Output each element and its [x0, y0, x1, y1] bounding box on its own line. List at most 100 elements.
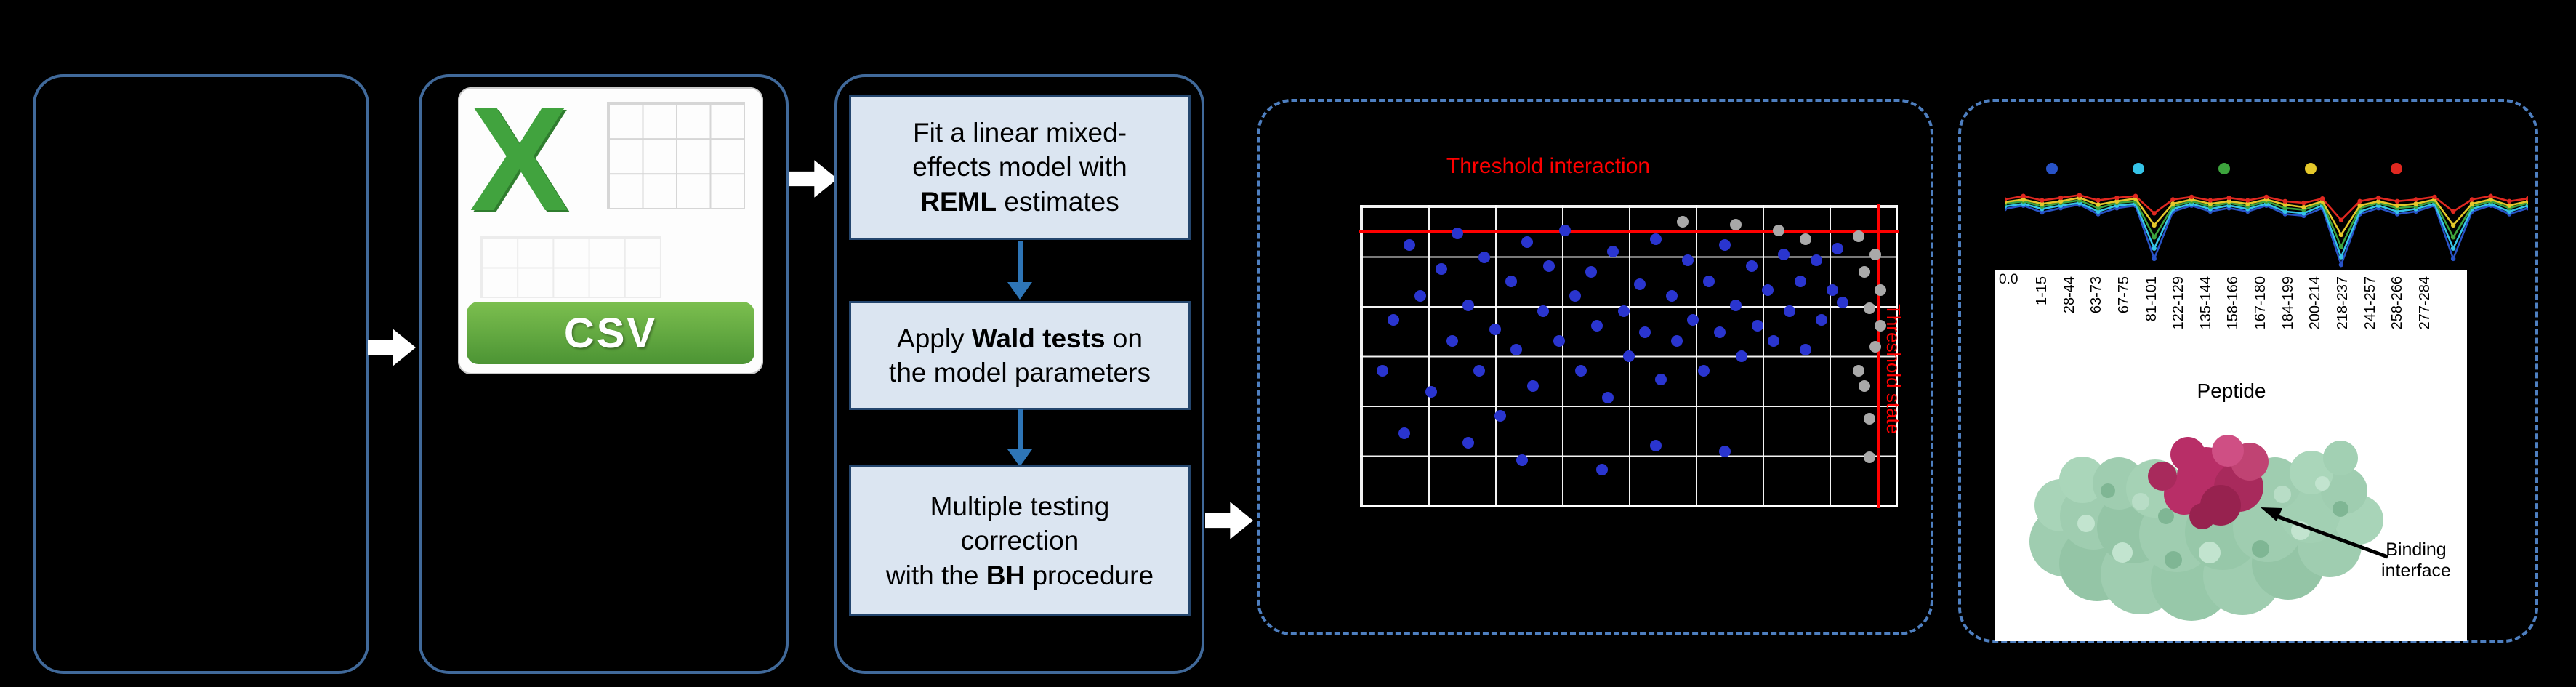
- peptide-tick-label: 135-144: [2197, 276, 2214, 330]
- data-point-blue: [1665, 290, 1678, 302]
- data-point-blue: [1596, 463, 1609, 475]
- data-point-blue: [1762, 284, 1774, 297]
- csv-banner: CSV: [467, 302, 754, 364]
- peptide-tick-label: 241-257: [2362, 276, 2378, 330]
- timepoint-dot-icon: [2218, 163, 2230, 174]
- flow-text-line: with the BH procedure: [885, 560, 1154, 590]
- flow-text-line: REML estimates: [920, 186, 1119, 217]
- uptake-line-cyan: [2005, 201, 2528, 260]
- data-point-blue: [1404, 239, 1416, 252]
- data-point-blue: [1837, 296, 1849, 308]
- arrow-stem: [1017, 409, 1023, 449]
- data-point-blue: [1826, 284, 1838, 297]
- data-point-blue: [1671, 334, 1683, 347]
- data-point-blue: [1425, 385, 1437, 398]
- excel-x-icon: X: [470, 76, 569, 242]
- data-point-blue: [1639, 326, 1651, 338]
- data-point-blue: [1585, 266, 1598, 278]
- data-point-blue: [1436, 263, 1448, 276]
- data-point-gray: [1853, 365, 1865, 377]
- data-point-blue: [1516, 454, 1528, 467]
- peptide-axis-title: Peptide: [2197, 379, 2266, 402]
- data-point-blue: [1778, 248, 1790, 260]
- peptide-tick-label: 1-15: [2034, 276, 2050, 306]
- data-point-blue: [1617, 305, 1630, 317]
- data-point-blue: [1703, 275, 1715, 287]
- timepoint-legend: [2046, 163, 2402, 174]
- uptake-line-red: [2005, 194, 2528, 222]
- binding-arrow-icon: [2261, 507, 2388, 559]
- timepoint-dot-icon: [2132, 163, 2144, 174]
- data-point-blue: [1698, 365, 1710, 377]
- peptide-axis: 1-15 28-44 63-73 67-75 81-101 122-129 135-144 1…: [2032, 276, 2435, 374]
- scatter-side-label: Threshold state: [1883, 304, 1904, 435]
- flow-arrow-icon: [1205, 502, 1253, 539]
- data-point-blue: [1388, 314, 1400, 326]
- data-point-blue: [1783, 305, 1795, 317]
- arrow-head: [1007, 449, 1032, 467]
- data-point-gray: [1858, 379, 1870, 392]
- data-point-blue: [1510, 344, 1523, 356]
- data-point-blue: [1623, 350, 1635, 362]
- model-step-wald: Apply Wald tests on the model parameters: [849, 301, 1191, 410]
- data-point-gray: [1853, 230, 1865, 243]
- data-point-blue: [1473, 365, 1485, 377]
- peptide-tick-label: 277-284: [2416, 276, 2433, 330]
- data-point-blue: [1569, 290, 1582, 302]
- data-point-blue: [1681, 254, 1694, 266]
- data-point-gray: [1676, 215, 1689, 228]
- down-arrow-icon: [1003, 409, 1037, 467]
- data-point-gray: [1864, 412, 1876, 425]
- timepoint-dot-icon: [2046, 163, 2058, 174]
- input-panel: [33, 74, 369, 674]
- data-point-blue: [1687, 314, 1699, 326]
- down-arrow-icon: [1003, 241, 1037, 300]
- flow-text-line: effects model with: [912, 152, 1127, 182]
- data-point-blue: [1714, 326, 1726, 338]
- data-point-blue: [1489, 323, 1501, 335]
- data-point-blue: [1746, 260, 1758, 273]
- data-point-blue: [1767, 334, 1779, 347]
- data-point-blue: [1526, 379, 1539, 392]
- protein-structure: [2029, 435, 2388, 621]
- data-point-blue: [1815, 314, 1827, 326]
- data-point-blue: [1521, 236, 1534, 249]
- binding-site-magenta: [2148, 435, 2269, 529]
- spreadsheet-grid-faint-icon: [480, 236, 661, 298]
- peptide-tick-label: 200-214: [2307, 276, 2324, 330]
- data-point-blue: [1377, 365, 1389, 377]
- flow-arrow-icon: [789, 160, 837, 198]
- data-point-blue: [1452, 227, 1464, 239]
- data-point-blue: [1649, 439, 1662, 451]
- flow-text-line: Fit a linear mixed-: [912, 117, 1127, 148]
- flow-text-line: Apply Wald tests on: [897, 323, 1143, 353]
- data-point-blue: [1558, 224, 1571, 236]
- data-point-gray: [1869, 341, 1881, 353]
- data-point-blue: [1537, 305, 1550, 317]
- flow-text-line: correction: [960, 526, 1079, 556]
- csv-file-icon: X CSV: [458, 77, 763, 374]
- data-point-blue: [1649, 233, 1662, 246]
- data-point-gray: [1864, 302, 1876, 314]
- data-point-gray: [1858, 266, 1870, 278]
- data-point-blue: [1810, 254, 1822, 266]
- data-point-blue: [1719, 446, 1731, 458]
- data-point-blue: [1730, 299, 1742, 311]
- data-point-blue: [1542, 260, 1555, 273]
- data-point-gray: [1874, 320, 1886, 332]
- flow-text-line: Multiple testing: [930, 491, 1110, 521]
- data-point-blue: [1446, 334, 1459, 347]
- uptake-chart: [2005, 193, 2528, 268]
- data-point-blue: [1799, 344, 1811, 356]
- protein-surface-green: [2029, 441, 2383, 621]
- timepoint-dot-icon: [2304, 163, 2317, 174]
- flow-arrow-icon: [368, 329, 416, 366]
- data-point-blue: [1494, 409, 1507, 422]
- data-point-blue: [1462, 299, 1475, 311]
- scatter-plot: [1359, 204, 1899, 508]
- model-step-reml: Fit a linear mixed-effects model with REM…: [849, 95, 1191, 240]
- binding-interface-label: Binding interface: [2381, 539, 2451, 581]
- arrow-stem: [1017, 241, 1023, 282]
- csv-sheet: X CSV: [458, 77, 763, 374]
